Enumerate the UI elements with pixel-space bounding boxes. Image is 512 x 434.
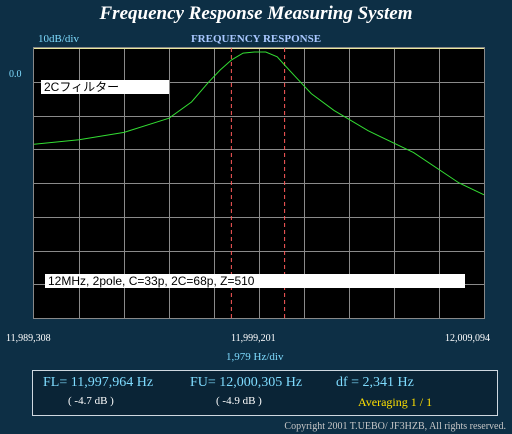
frequency-response-plot[interactable] xyxy=(33,47,485,319)
copyright-notice: Copyright 2001 T.UEBO/ JF3HZB, All right… xyxy=(284,421,506,432)
bandwidth-value: df = 2,341 Hz xyxy=(336,375,414,390)
response-trace xyxy=(34,51,484,196)
y-scale-label: 10dB/div xyxy=(38,33,79,45)
reference-level-label: 0.0 xyxy=(9,69,22,80)
measurement-results-panel: FL= 11,997,964 Hz ( -4.7 dB ) FU= 12,000… xyxy=(32,370,498,416)
app-title: Frequency Response Measuring System xyxy=(99,3,413,24)
upper-cutoff-frequency: FU= 12,000,305 Hz xyxy=(190,375,303,390)
x-axis-end-label: 12,009,094 xyxy=(445,333,490,344)
upper-cutoff-level: ( -4.9 dB ) xyxy=(216,395,262,407)
filter-name-label: 2Cフィルター xyxy=(41,80,169,94)
graph-title: FREQUENCY RESPONSE xyxy=(190,33,322,45)
lower-cutoff-frequency: FL= 11,997,964 Hz xyxy=(43,375,154,390)
x-scale-label: 1,979 Hz/div xyxy=(226,351,284,363)
x-axis-start-label: 11,989,308 xyxy=(6,333,51,344)
averaging-count: Averaging 1 / 1 xyxy=(358,395,433,409)
x-axis-center-label: 11,999,201 xyxy=(231,333,276,344)
filter-condition-label: 12MHz, 2pole, C=33p, 2C=68p, Z=510 xyxy=(45,274,465,288)
lower-cutoff-level: ( -4.7 dB ) xyxy=(68,395,114,407)
